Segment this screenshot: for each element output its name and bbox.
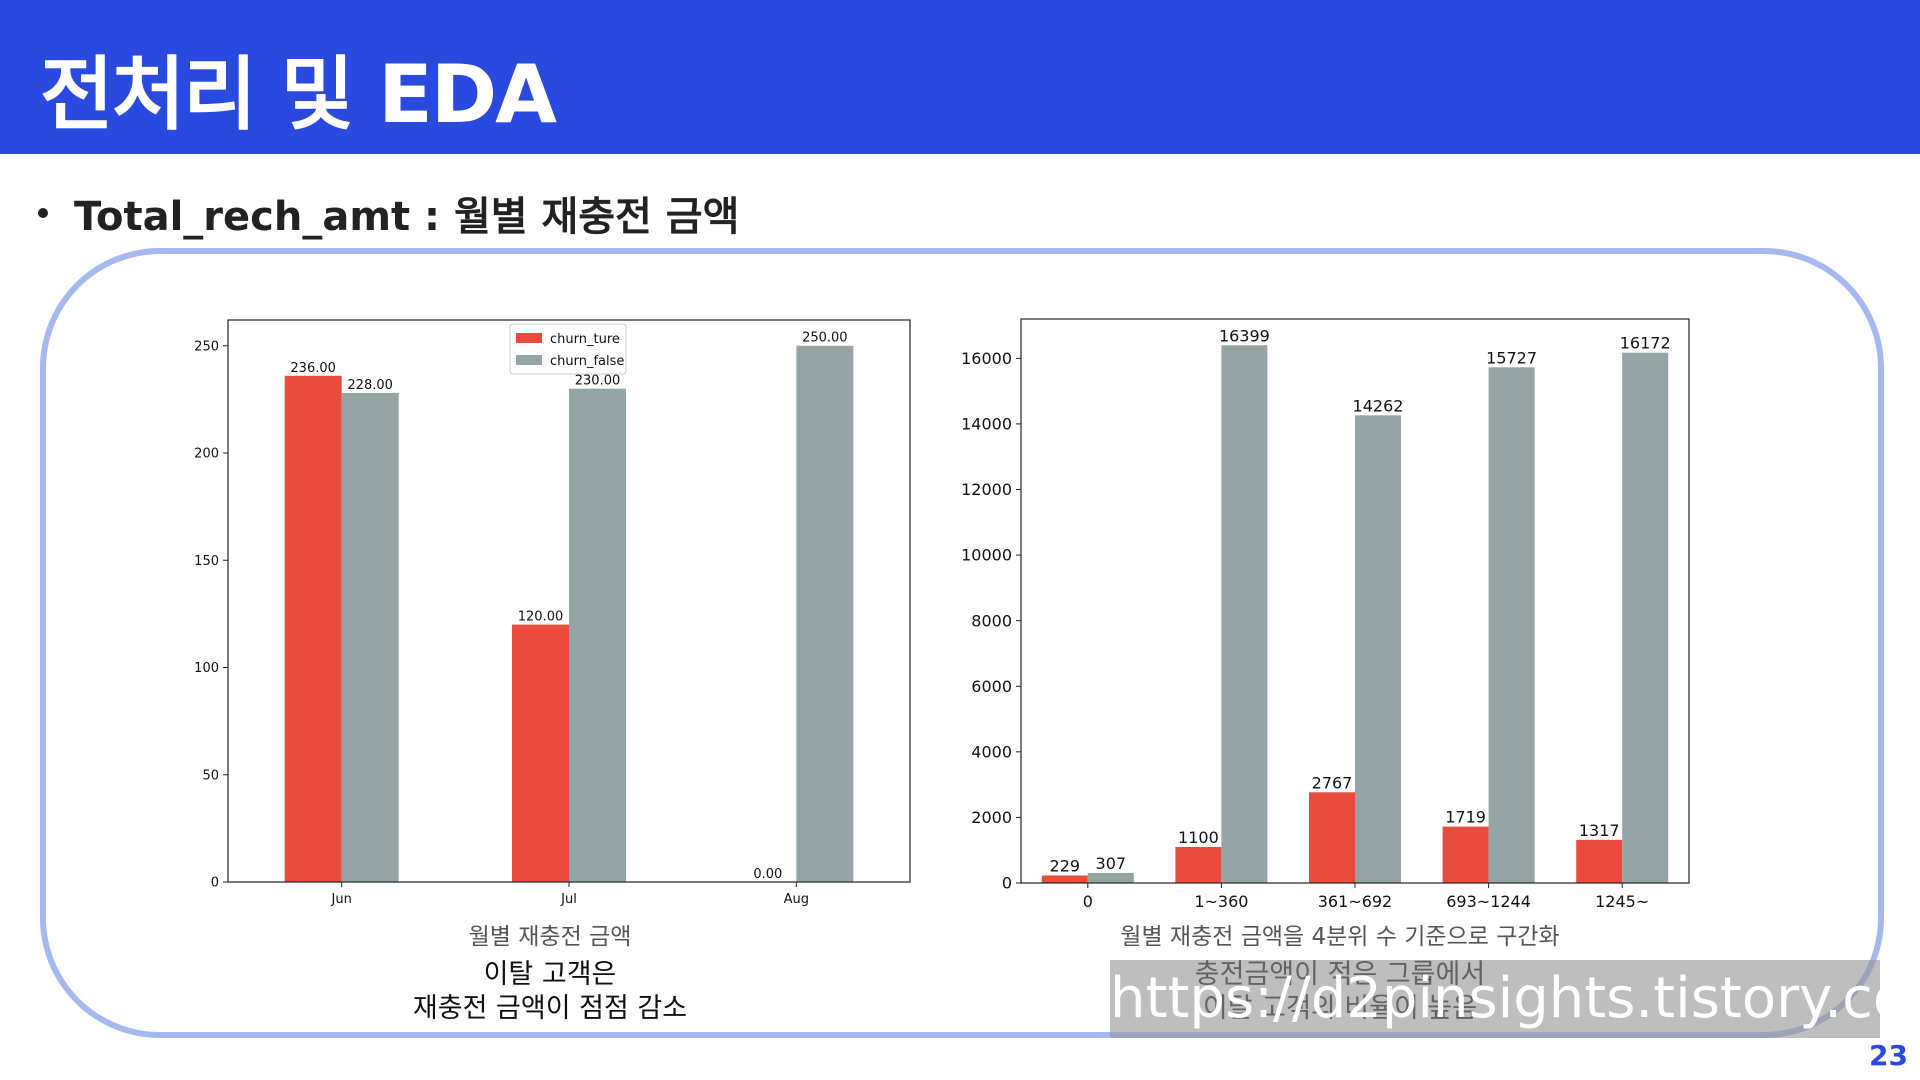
data-label-churn_false-Jun: 228.00 xyxy=(347,378,393,393)
y-tick-label: 0 xyxy=(211,876,219,891)
y-tick-label: 8000 xyxy=(971,611,1012,630)
data-label-series1-1245~: 16172 xyxy=(1620,334,1671,353)
y-tick-label: 4000 xyxy=(971,742,1012,761)
legend: churn_ture churn_false xyxy=(509,323,627,375)
y-tick-label: 250 xyxy=(194,339,219,354)
chart1-caption: 월별 재충전 금액 xyxy=(468,924,632,950)
watermark-text: https://d2pinsights.tistory.com xyxy=(1110,966,1920,1031)
chart-2: 229 1100 2767 1719 1317 307 16399 14262 15727 161… xyxy=(961,318,1690,911)
data-label-churn_false-Aug: 250.00 xyxy=(802,331,848,346)
bar-churn_false-Aug xyxy=(796,345,854,882)
data-label-series0-693~1244: 1719 xyxy=(1445,808,1486,827)
x-tick-label: 361~692 xyxy=(1318,892,1392,911)
content-frame xyxy=(40,248,1884,1038)
bar-series0-361~692 xyxy=(1309,792,1355,883)
y-tick-label: 16000 xyxy=(961,349,1012,368)
header-bar: 전처리 및 EDA xyxy=(0,0,1920,154)
data-label-series1-361~692: 14262 xyxy=(1353,396,1404,415)
data-label-series0-1~360: 1100 xyxy=(1178,828,1219,847)
data-label-series0-361~692: 2767 xyxy=(1312,773,1353,792)
y-tick-label: 14000 xyxy=(961,415,1012,434)
y-tick-label: 200 xyxy=(194,447,219,462)
data-label-churn_ture-Jun: 236.00 xyxy=(290,361,336,376)
data-label-churn_false-Jul: 230.00 xyxy=(575,374,621,389)
bar-churn_ture-Jun xyxy=(284,375,342,882)
bar-series0-0 xyxy=(1041,875,1088,883)
chart1-note-line2: 재충전 금액이 점점 감소 xyxy=(412,992,688,1024)
legend-swatch-churn_false xyxy=(516,355,542,365)
legend-label-churn_ture: churn_ture xyxy=(550,332,620,347)
legend-swatch-churn_ture xyxy=(516,333,542,343)
y-tick-label: 2000 xyxy=(971,808,1012,827)
chart2-caption: 월별 재충전 금액을 4분위 수 기준으로 구간화 xyxy=(1120,924,1560,950)
x-tick-label: 0 xyxy=(1083,892,1093,911)
bar-series1-361~692 xyxy=(1355,415,1401,883)
legend-label-churn_false: churn_false xyxy=(550,354,624,369)
x-tick-label: Jun xyxy=(331,892,352,907)
data-label-series0-1245~: 1317 xyxy=(1579,821,1620,840)
x-tick-label: 1245~ xyxy=(1595,892,1649,911)
bullet-heading: Total_rech_amt : 월별 재충전 금액 xyxy=(38,184,739,242)
bar-churn_false-Jul xyxy=(569,388,626,882)
bar-series0-1245~ xyxy=(1576,839,1623,883)
y-tick-label: 100 xyxy=(194,661,219,676)
y-tick-label: 50 xyxy=(202,768,219,783)
bar-series1-0 xyxy=(1087,872,1134,883)
y-tick-label: 0 xyxy=(1002,874,1012,893)
bar-series0-693~1244 xyxy=(1442,826,1489,883)
bullet-text: Total_rech_amt : 월별 재충전 금액 xyxy=(74,194,740,240)
data-label-churn_ture-Aug: 0.00 xyxy=(753,867,782,882)
bar-series1-1245~ xyxy=(1622,352,1669,883)
data-label-series1-0: 307 xyxy=(1096,854,1127,873)
y-tick-label: 12000 xyxy=(961,480,1012,499)
x-tick-label: 1~360 xyxy=(1194,892,1248,911)
data-label-series1-693~1244: 15727 xyxy=(1486,348,1537,367)
x-tick-label: 693~1244 xyxy=(1446,892,1531,911)
y-tick-label: 150 xyxy=(194,554,219,569)
watermark-box xyxy=(1110,960,1880,1038)
x-tick-label: Aug xyxy=(784,892,809,907)
page-title: 전처리 및 EDA xyxy=(40,48,557,141)
y-tick-label: 10000 xyxy=(961,546,1012,565)
bullet-dot-icon xyxy=(38,208,48,218)
bar-churn_false-Jun xyxy=(341,392,399,882)
chart1-note: 이탈 고객은 재충전 금액이 점점 감소 xyxy=(360,958,740,1026)
page-number: 23 xyxy=(1869,1039,1908,1072)
bar-series1-693~1244 xyxy=(1488,367,1535,884)
bar-series0-1~360 xyxy=(1175,846,1222,883)
x-tick-label: Jul xyxy=(560,892,577,907)
y-tick-label: 6000 xyxy=(971,677,1012,696)
chart-1: 236.00 120.00 0.00 228.00 230.00 250.00 0 50 100… xyxy=(194,319,911,907)
bar-series1-1~360 xyxy=(1221,345,1268,883)
bar-churn_ture-Jul xyxy=(512,624,569,882)
data-label-series0-0: 229 xyxy=(1050,856,1081,875)
chart1-note-line1: 이탈 고객은 xyxy=(483,959,617,990)
data-label-churn_ture-Jul: 120.00 xyxy=(518,610,564,625)
data-label-series1-1~360: 16399 xyxy=(1219,326,1270,345)
